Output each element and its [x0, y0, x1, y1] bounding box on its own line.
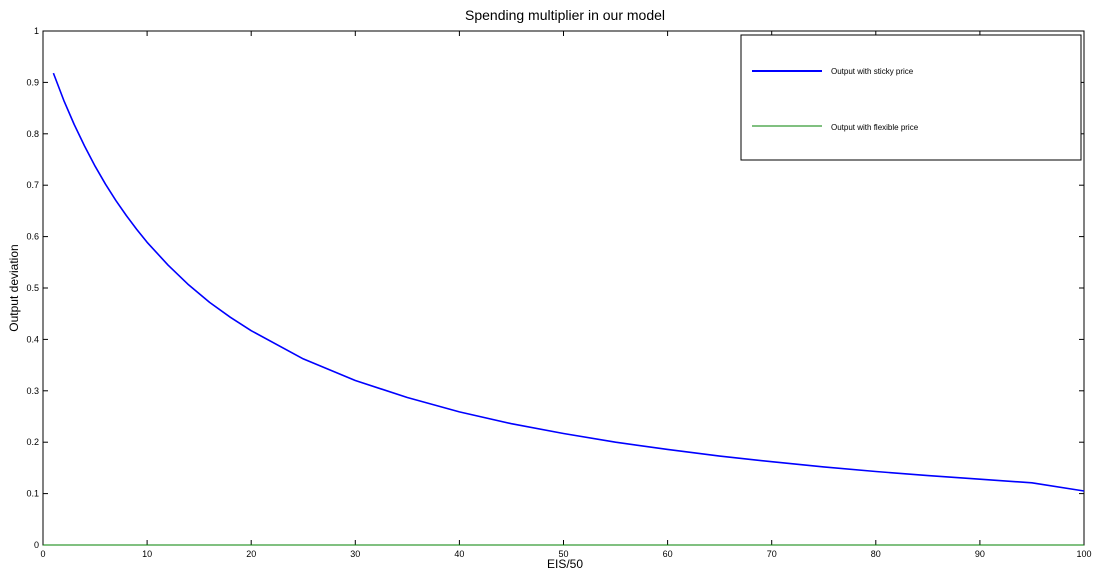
y-axis: 0 0.1 0.2 0.3 0.4 0.5 0.6 0.7 0.8 0.9 1 [26, 26, 1084, 550]
y-tick-label: 0.3 [26, 386, 39, 396]
x-tick-label: 30 [350, 549, 360, 559]
x-tick-label: 10 [142, 549, 152, 559]
x-tick-label: 20 [246, 549, 256, 559]
y-tick-label: 1 [34, 26, 39, 36]
x-tick-label: 100 [1076, 549, 1091, 559]
x-tick-label: 70 [767, 549, 777, 559]
x-axis-label: EIS/50 [547, 557, 583, 571]
legend-label-flexible: Output with flexible price [831, 123, 919, 132]
y-tick-label: 0 [34, 540, 39, 550]
y-tick-label: 0.1 [26, 489, 39, 499]
series-line-sticky-price [52, 72, 1085, 492]
x-tick-label: 40 [454, 549, 464, 559]
x-axis: 0 10 20 30 40 50 60 70 80 90 100 [40, 31, 1092, 559]
x-tick-label: 0 [40, 549, 45, 559]
legend-label-sticky: Output with sticky price [831, 67, 914, 76]
y-tick-label: 0.5 [26, 283, 39, 293]
legend: Output with sticky price Output with fle… [740, 34, 1082, 161]
y-tick-label: 0.4 [26, 334, 39, 344]
y-tick-label: 0.2 [26, 437, 39, 447]
series-layer [43, 72, 1085, 546]
x-tick-label: 80 [871, 549, 881, 559]
x-tick-label: 90 [975, 549, 985, 559]
legend-box [740, 34, 1082, 161]
y-tick-label: 0.7 [26, 180, 39, 190]
y-tick-label: 0.9 [26, 77, 39, 87]
y-tick-label: 0.8 [26, 129, 39, 139]
x-tick-label: 60 [663, 549, 673, 559]
chart-title: Spending multiplier in our model [465, 7, 665, 23]
x-tick-label: 50 [558, 549, 568, 559]
y-axis-label: Output deviation [7, 244, 21, 331]
y-tick-label: 0.6 [26, 232, 39, 242]
